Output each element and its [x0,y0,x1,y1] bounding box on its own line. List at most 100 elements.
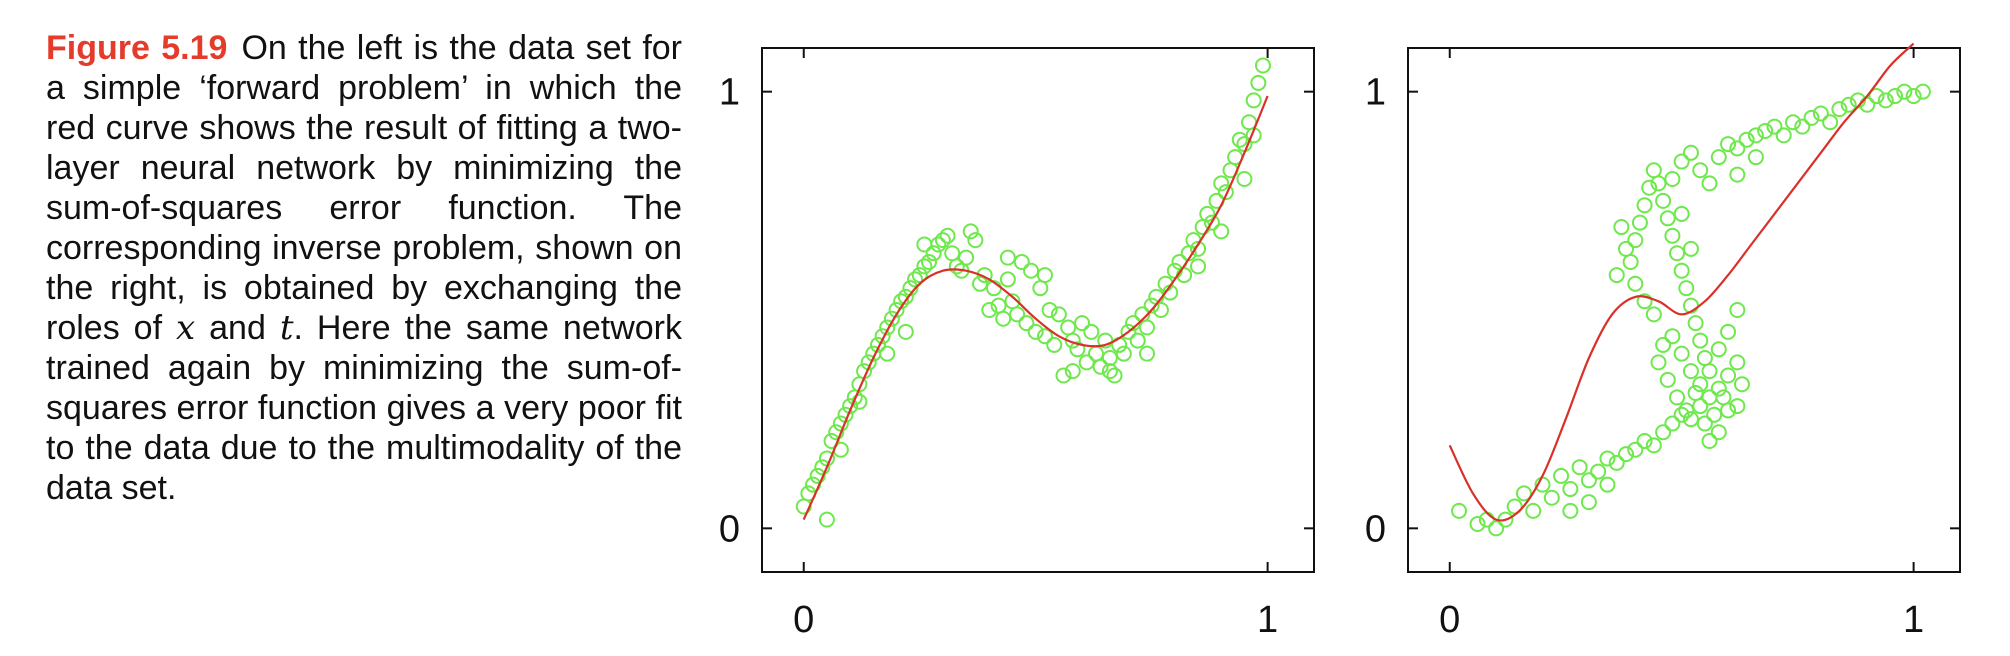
data-point [1213,175,1230,192]
data-point [1203,214,1220,231]
data-point [1562,481,1579,498]
data-point [1877,92,1894,109]
data-point [1650,175,1667,192]
data-point [1682,240,1699,257]
left-chart: 0 1 0 1 [719,47,1315,641]
data-point [1254,57,1271,74]
data-point [1766,118,1783,135]
data-point [1599,450,1616,467]
data-point [1515,485,1532,502]
data-point [920,253,937,270]
data-point [1664,328,1681,345]
data-point [809,467,826,484]
data-point [1682,363,1699,380]
data-point [1673,153,1690,170]
data-point [1785,114,1802,131]
data-point [879,319,896,336]
data-point [869,336,886,353]
data-point [1217,184,1234,201]
data-point [1692,162,1709,179]
caption-text-part-1: On the left is the data set for a simple… [46,29,683,347]
data-point [1631,214,1648,231]
data-point [1701,389,1718,406]
data-point [911,267,928,284]
data-point [1659,210,1676,227]
data-point [1710,149,1727,166]
caption-text-part-2: . Here the same network trained again by… [46,309,682,507]
data-point [897,323,914,340]
data-point [1613,219,1630,236]
x-tick-label: 0 [793,599,814,641]
data-point [995,310,1012,327]
data-point [1018,315,1035,332]
data-point [1469,515,1486,532]
fit-curve [1448,42,1915,522]
data-point [916,258,933,275]
data-point [934,232,951,249]
data-point [879,345,896,362]
data-point [1822,114,1839,131]
data-point [925,245,942,262]
data-point [1622,253,1639,270]
data-point [962,223,979,240]
data-point [1120,323,1137,340]
data-point [1729,398,1746,415]
data-point [1650,354,1667,371]
data-point [1050,306,1067,323]
data-point [1701,433,1718,449]
data-point [1636,433,1653,449]
data-point [851,393,868,410]
data-point [1618,446,1635,463]
data-point [1608,267,1625,284]
data-point [1659,371,1676,388]
x-tick-label: 1 [1903,599,1924,641]
data-point [1488,520,1505,537]
data-point [888,302,905,318]
plot-frame [761,47,1315,573]
data-point [1747,149,1764,166]
data-point [1055,367,1072,384]
data-point [1682,144,1699,161]
data-point [981,302,998,318]
data-point [1701,175,1718,192]
data-point [1143,297,1160,314]
data-point [1627,441,1644,458]
y-tick-label: 1 [719,72,740,114]
data-point [1580,472,1597,489]
data-point [1673,406,1690,423]
data-point [897,288,914,305]
data-point [1190,240,1207,257]
data-point [1831,101,1848,118]
data-point [1618,240,1635,257]
data-point [1590,463,1607,480]
data-point [1027,323,1044,340]
data-point [1608,454,1625,471]
data-point [1562,502,1579,519]
caption-text-and: and [209,309,266,347]
data-point [1729,302,1746,318]
y-tick-label: 0 [1365,508,1386,550]
data-point [948,258,965,275]
data-point [1046,336,1063,353]
data-point [1678,280,1695,297]
data-point [1074,315,1091,332]
data-point [1083,323,1100,340]
data-point [874,328,891,345]
data-point [1664,227,1681,244]
data-point [1696,350,1713,367]
data-point [958,249,975,266]
data-point [1250,74,1267,91]
data-point [1905,88,1922,105]
figure-label: Figure 5.19 [46,29,228,67]
data-point [1687,384,1704,401]
data-point [1245,92,1262,109]
data-point [1543,489,1560,506]
data-point [1645,437,1662,454]
data-point [1013,253,1030,270]
data-point [1641,179,1658,196]
data-point [972,275,989,292]
data-point [1673,262,1690,279]
data-point [1627,275,1644,292]
data-point [1720,136,1737,153]
figure-charts: 0 1 0 1 0 1 0 1 [719,42,1961,641]
